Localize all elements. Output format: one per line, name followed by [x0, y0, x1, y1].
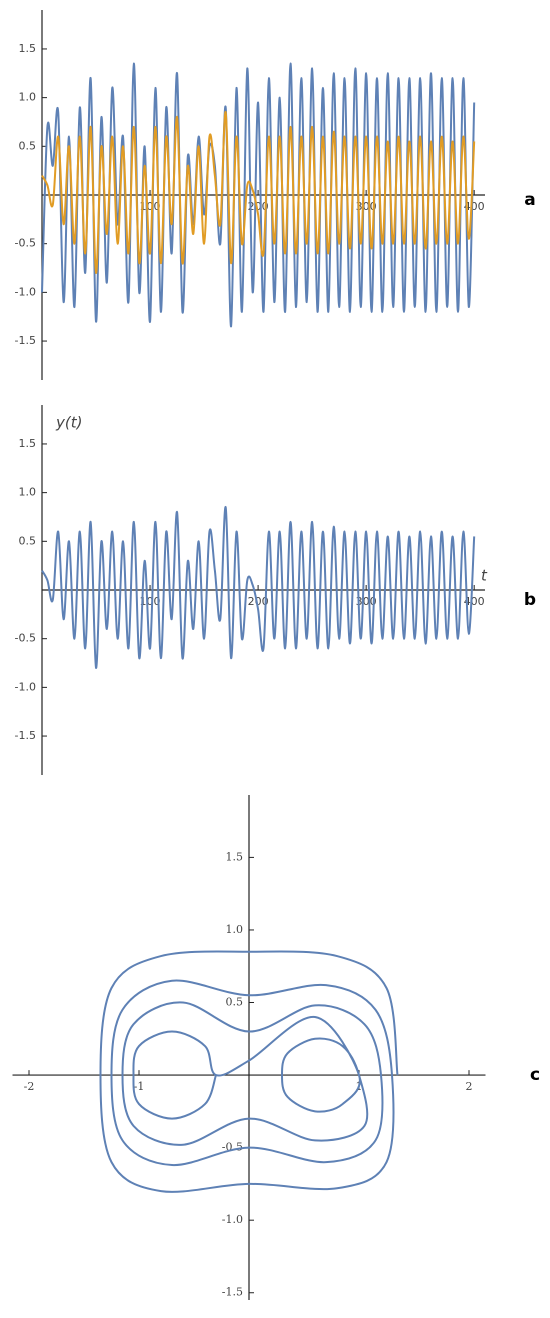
y-tick-label: 1.5 — [19, 437, 37, 450]
x-tick-label: -2 — [24, 1080, 35, 1093]
y-tick-label: -1.5 — [222, 1286, 243, 1299]
x-tick-label: 100 — [140, 595, 161, 608]
y-tick-label: 1.5 — [19, 42, 37, 55]
data-line — [41, 506, 476, 669]
y-tick-label: -1.0 — [15, 285, 36, 298]
x-tick-label: 200 — [248, 200, 269, 213]
x-axis-label: t — [481, 567, 488, 585]
x-tick-label: 100 — [140, 200, 161, 213]
x-tick-label: 200 — [248, 595, 269, 608]
y-tick-label: 1.0 — [19, 91, 37, 104]
y-tick-label: 0.5 — [19, 139, 37, 152]
data-line — [41, 111, 476, 274]
y-axis-label: y(t) — [55, 414, 82, 432]
panel-label: b — [524, 590, 536, 610]
y-tick-label: -0.5 — [222, 1141, 243, 1154]
x-tick-label: 400 — [464, 200, 485, 213]
y-tick-label: 0.5 — [226, 996, 244, 1009]
y-tick-label: -0.5 — [15, 632, 36, 645]
y-tick-label: -1.0 — [222, 1213, 243, 1226]
y-tick-label: -1.5 — [15, 729, 36, 742]
x-tick-label: 2 — [466, 1080, 473, 1093]
y-tick-label: -1.0 — [15, 680, 36, 693]
y-tick-label: -1.5 — [15, 334, 36, 347]
panel-label: c — [530, 1065, 540, 1085]
y-tick-label: 1.0 — [19, 486, 37, 499]
y-tick-label: 1.0 — [226, 923, 244, 936]
y-tick-label: 1.5 — [226, 850, 244, 863]
x-tick-label: 400 — [464, 595, 485, 608]
data-line — [99, 950, 399, 1193]
y-tick-label: -0.5 — [15, 237, 36, 250]
y-tick-label: 0.5 — [19, 534, 37, 547]
x-tick-label: -1 — [134, 1080, 145, 1093]
x-tick-label: 300 — [356, 595, 377, 608]
x-tick-label: 300 — [356, 200, 377, 213]
panel-label: a — [524, 190, 535, 210]
